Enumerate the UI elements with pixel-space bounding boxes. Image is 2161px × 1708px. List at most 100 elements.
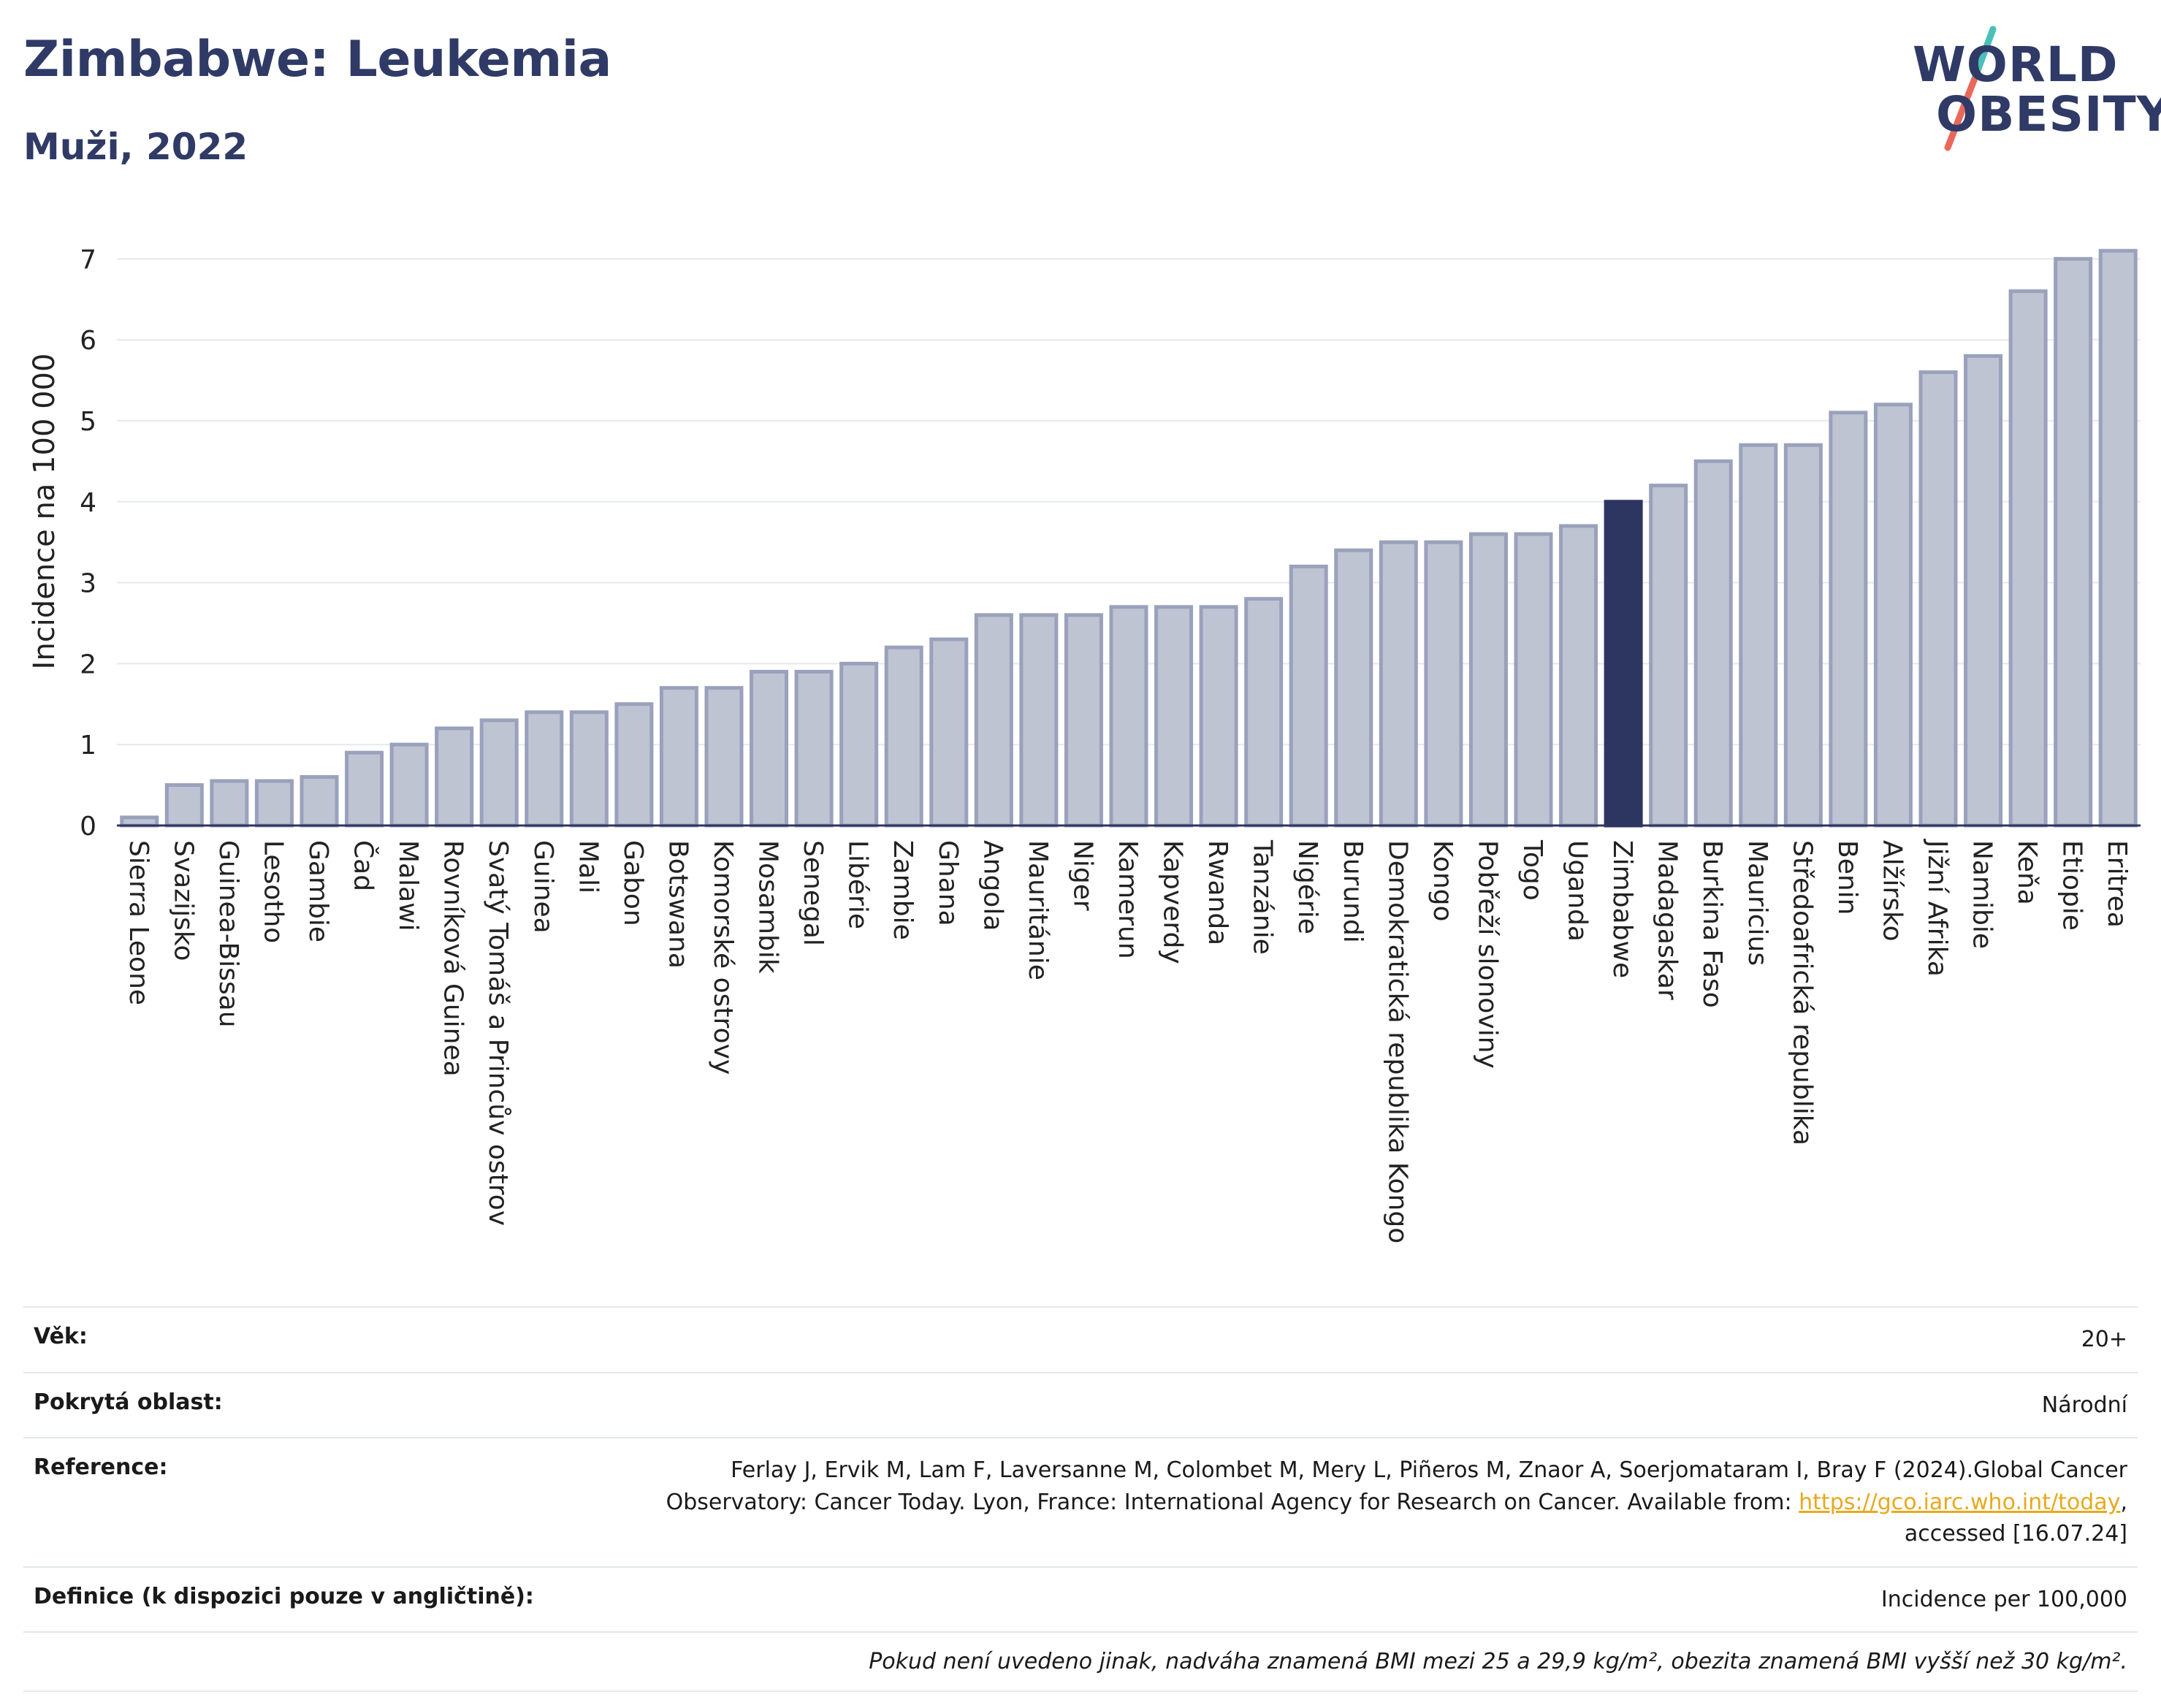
x-tick-label: Botswana bbox=[663, 840, 693, 969]
bar-14[interactable] bbox=[750, 669, 789, 828]
x-tick-label: Komorské ostrovy bbox=[708, 840, 738, 1075]
bar-31[interactable] bbox=[1514, 532, 1553, 828]
bar-23[interactable] bbox=[1154, 605, 1194, 828]
bar-44[interactable] bbox=[2098, 248, 2138, 828]
info-row-definition: Definice (k dispozici pouze v angličtině… bbox=[23, 1566, 2138, 1632]
reference-link[interactable]: https://gco.iarc.who.int/today bbox=[1799, 1489, 2121, 1515]
bar-34[interactable] bbox=[1649, 484, 1688, 828]
bar-30[interactable] bbox=[1468, 532, 1508, 828]
bar-39[interactable] bbox=[1873, 403, 1913, 828]
bar-40[interactable] bbox=[1918, 370, 1958, 828]
bar-15[interactable] bbox=[794, 669, 834, 828]
x-tick-label: Guinea-Bissau bbox=[213, 840, 243, 1028]
bar-32[interactable] bbox=[1559, 524, 1598, 828]
y-axis-ticks: 0 1 2 3 4 5 6 7 bbox=[80, 245, 96, 842]
x-tick-label: Burundi bbox=[1338, 840, 1368, 943]
bar-8[interactable] bbox=[479, 718, 519, 828]
bar-10[interactable] bbox=[569, 710, 609, 828]
x-tick-label: Gambie bbox=[303, 840, 333, 942]
logo-text-obesity: OBESITY bbox=[1936, 86, 2161, 142]
x-tick-label: Guinea bbox=[528, 840, 558, 934]
bar-22[interactable] bbox=[1109, 605, 1148, 828]
info-value-definition: Incidence per 100,000 bbox=[1880, 1586, 2127, 1612]
bar-21[interactable] bbox=[1064, 613, 1103, 828]
x-tick-label: Svatý Tomáš a Princův ostrov bbox=[483, 840, 513, 1226]
x-tick-label: Malawi bbox=[393, 840, 423, 931]
bar-7[interactable] bbox=[435, 726, 474, 828]
bar-25[interactable] bbox=[1244, 597, 1284, 828]
x-tick-label: Uganda bbox=[1563, 840, 1593, 942]
bar-19[interactable] bbox=[974, 613, 1013, 828]
info-value-reference: Ferlay J, Ervik M, Lam F, Laversanne M, … bbox=[608, 1455, 2127, 1550]
info-row-age: Věk: 20+ bbox=[23, 1306, 2138, 1372]
bar-6[interactable] bbox=[389, 742, 429, 828]
info-row-note: Pokud není uvedeno jinak, nadváha znamen… bbox=[23, 1631, 2138, 1692]
chart-bars bbox=[120, 248, 2138, 828]
x-tick-label: Burkina Faso bbox=[1697, 840, 1727, 1008]
x-tick-label: Sierra Leone bbox=[123, 840, 153, 1005]
y-tick-label: 6 bbox=[80, 326, 96, 356]
x-tick-label: Madagaskar bbox=[1653, 840, 1682, 1000]
info-label-reference: Reference: bbox=[34, 1455, 168, 1480]
bar-20[interactable] bbox=[1019, 613, 1059, 828]
bar-28[interactable] bbox=[1379, 540, 1418, 828]
x-tick-label: Mauritánie bbox=[1023, 840, 1053, 980]
x-tick-label: Libérie bbox=[843, 840, 873, 929]
bar-11[interactable] bbox=[614, 702, 654, 828]
x-tick-label: Alžírsko bbox=[1877, 840, 1907, 942]
bar-41[interactable] bbox=[1964, 354, 2003, 828]
x-tick-label: Ghana bbox=[933, 840, 963, 926]
info-value-age: 20+ bbox=[2081, 1327, 2127, 1352]
y-tick-label: 7 bbox=[80, 245, 96, 275]
bar-36[interactable] bbox=[1739, 443, 1778, 828]
bar-3[interactable] bbox=[254, 779, 294, 828]
bar-2[interactable] bbox=[210, 779, 249, 828]
bar-17[interactable] bbox=[884, 645, 923, 828]
bar-26[interactable] bbox=[1289, 564, 1328, 828]
x-tick-label: Senegal bbox=[798, 840, 828, 946]
reference-accessed: , accessed [16.07.24] bbox=[1904, 1489, 2127, 1547]
bmi-note: Pokud není uvedeno jinak, nadváha znamen… bbox=[869, 1649, 2127, 1674]
bar-chart: 0 1 2 3 4 5 6 7 Sierra Leone Svazijsko Guinea-Bis… bbox=[28, 245, 2141, 1243]
bar-16[interactable] bbox=[839, 661, 879, 828]
x-tick-label: Zambie bbox=[888, 840, 918, 940]
x-tick-label: Rwanda bbox=[1203, 840, 1232, 945]
bar-42[interactable] bbox=[2008, 289, 2048, 828]
x-tick-label: Zimbabwe bbox=[1607, 840, 1637, 978]
y-axis-title: Incidence na 100 000 bbox=[28, 354, 61, 670]
bar-24[interactable] bbox=[1199, 605, 1238, 828]
bar-4[interactable] bbox=[300, 775, 339, 828]
page-subtitle: Muži, 2022 bbox=[23, 126, 248, 168]
logo-text-world: WORLD bbox=[1913, 37, 2119, 93]
bar-5[interactable] bbox=[345, 750, 384, 828]
x-tick-label: Mosambik bbox=[753, 840, 783, 974]
x-tick-label: Angola bbox=[977, 840, 1007, 931]
y-tick-label: 1 bbox=[80, 731, 96, 760]
bar-12[interactable] bbox=[659, 686, 698, 828]
bar-1[interactable] bbox=[164, 783, 204, 828]
bar-29[interactable] bbox=[1424, 540, 1463, 828]
x-tick-label: Pobřeží slonoviny bbox=[1472, 840, 1502, 1069]
info-label-definition: Definice (k dispozici pouze v angličtině… bbox=[34, 1583, 534, 1609]
bar-13[interactable] bbox=[704, 686, 744, 828]
bar-35[interactable] bbox=[1693, 459, 1733, 828]
x-tick-label: Nigérie bbox=[1292, 840, 1322, 934]
x-tick-label: Tanzánie bbox=[1248, 839, 1278, 955]
info-label-area: Pokrytá oblast: bbox=[34, 1389, 223, 1415]
x-tick-label: Jižní Afrika bbox=[1922, 839, 1952, 977]
bar-0[interactable] bbox=[120, 815, 159, 828]
y-tick-label: 0 bbox=[80, 812, 96, 842]
x-tick-label: Kongo bbox=[1428, 840, 1457, 922]
bar-37[interactable] bbox=[1783, 443, 1823, 828]
x-tick-label: Gabon bbox=[618, 840, 648, 926]
bar-38[interactable] bbox=[1829, 411, 1868, 828]
x-tick-label: Keňa bbox=[2012, 840, 2042, 905]
bar-18[interactable] bbox=[929, 637, 969, 828]
bar-9[interactable] bbox=[525, 710, 564, 828]
info-table: Věk: 20+ Pokrytá oblast: Národní Referen… bbox=[23, 1306, 2138, 1692]
bar-43[interactable] bbox=[2054, 256, 2093, 828]
x-tick-label: Namibie bbox=[1967, 840, 1997, 949]
bar-33[interactable] bbox=[1604, 500, 1643, 828]
y-tick-label: 4 bbox=[80, 488, 96, 518]
bar-27[interactable] bbox=[1334, 548, 1373, 828]
